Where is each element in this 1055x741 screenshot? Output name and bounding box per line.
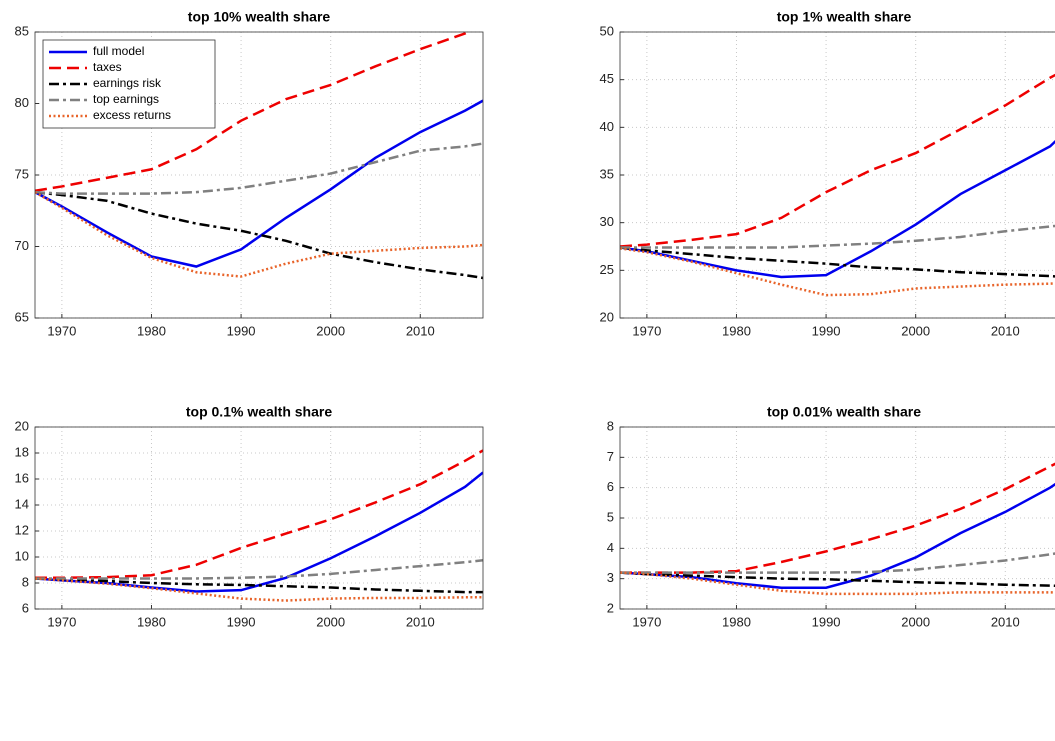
legend-label: top earnings — [93, 92, 159, 106]
y-tick-label: 45 — [600, 71, 614, 86]
legend-label: full model — [93, 44, 144, 58]
y-tick-label: 75 — [15, 166, 29, 181]
subplot: 1970 1980 1990 2000 2010 20 25 30 35 40 45 50 top 1%… — [600, 9, 1055, 338]
y-tick-label: 8 — [607, 418, 614, 433]
y-tick-label: 10 — [15, 548, 29, 563]
chart-title: top 1% wealth share — [777, 9, 912, 25]
series-line — [620, 139, 1055, 279]
x-tick-label: 2000 — [316, 323, 345, 338]
x-tick-label: 2010 — [991, 614, 1020, 629]
y-tick-label: 20 — [15, 418, 29, 433]
x-tick-label: 1990 — [227, 614, 256, 629]
y-tick-label: 70 — [15, 238, 29, 253]
x-tick-label: 2010 — [406, 323, 435, 338]
x-tick-label: 1970 — [632, 614, 661, 629]
y-tick-label: 14 — [15, 496, 29, 511]
series-line — [620, 73, 1055, 248]
series-line — [620, 552, 1055, 574]
x-tick-label: 1990 — [812, 323, 841, 338]
series-line — [35, 142, 483, 195]
y-tick-label: 30 — [600, 214, 614, 229]
series-line — [35, 577, 483, 602]
y-tick-label: 7 — [607, 449, 614, 464]
series-line — [35, 577, 483, 594]
y-tick-label: 5 — [607, 509, 614, 524]
chart-title: top 10% wealth share — [188, 9, 331, 25]
plot-frame — [34, 31, 484, 319]
y-tick-label: 40 — [600, 119, 614, 134]
series-line — [35, 190, 483, 280]
series-line — [35, 191, 483, 278]
x-tick-label: 1970 — [632, 323, 661, 338]
series-line — [35, 99, 483, 268]
chart-title: top 0.01% wealth share — [767, 404, 921, 420]
x-tick-label: 1970 — [47, 614, 76, 629]
x-tick-label: 1980 — [137, 614, 166, 629]
x-tick-label: 1980 — [722, 614, 751, 629]
legend-label: taxes — [93, 60, 122, 74]
y-tick-label: 25 — [600, 262, 614, 277]
x-tick-label: 1980 — [137, 323, 166, 338]
series-line — [620, 482, 1055, 590]
series-line — [620, 246, 1055, 278]
series-line — [620, 571, 1055, 596]
x-tick-label: 2000 — [901, 323, 930, 338]
y-tick-label: 3 — [607, 570, 614, 585]
plot-area — [620, 32, 1055, 318]
x-tick-label: 2010 — [991, 323, 1020, 338]
y-tick-label: 4 — [607, 540, 614, 555]
subplot: 1970 1980 1990 2000 2010 2 3 4 5 6 7 8 top 0.01% wea… — [607, 404, 1055, 629]
legend-label: earnings risk — [93, 76, 162, 90]
y-tick-label: 18 — [15, 444, 29, 459]
series-group — [35, 449, 483, 602]
x-tick-label: 1990 — [227, 323, 256, 338]
y-tick-label: 65 — [15, 309, 29, 324]
x-tick-label: 2000 — [316, 614, 345, 629]
y-tick-label: 8 — [22, 574, 29, 589]
series-line — [620, 571, 1055, 588]
y-tick-label: 6 — [22, 600, 29, 615]
subplot: 1970 1980 1990 2000 2010 6 8 10 12 14 16 18 20 top 0.… — [15, 404, 484, 629]
series-line — [35, 559, 483, 580]
x-tick-label: 1970 — [47, 323, 76, 338]
subplot: 1970 1980 1990 2000 2010 65 70 75 80 85 top 10% we… — [15, 9, 484, 338]
series-group — [620, 462, 1055, 596]
x-tick-label: 2010 — [406, 614, 435, 629]
y-tick-label: 80 — [15, 95, 29, 110]
series-line — [620, 224, 1055, 249]
y-tick-label: 35 — [600, 166, 614, 181]
plot-frame — [34, 426, 484, 610]
y-tick-label: 50 — [600, 23, 614, 38]
y-tick-label: 6 — [607, 479, 614, 494]
legend-label: excess returns — [93, 108, 171, 122]
y-tick-label: 2 — [607, 600, 614, 615]
series-line — [35, 32, 471, 192]
y-tick-label: 12 — [15, 522, 29, 537]
x-tick-label: 2000 — [901, 614, 930, 629]
series-group — [620, 73, 1055, 297]
series-group — [35, 32, 483, 280]
y-tick-label: 20 — [600, 309, 614, 324]
plot-frame — [619, 426, 1055, 610]
plot-frame — [619, 31, 1055, 319]
y-tick-label: 16 — [15, 470, 29, 485]
y-tick-label: 85 — [15, 23, 29, 38]
chart-title: top 0.1% wealth share — [186, 404, 332, 420]
x-tick-label: 1980 — [722, 323, 751, 338]
x-tick-label: 1990 — [812, 614, 841, 629]
